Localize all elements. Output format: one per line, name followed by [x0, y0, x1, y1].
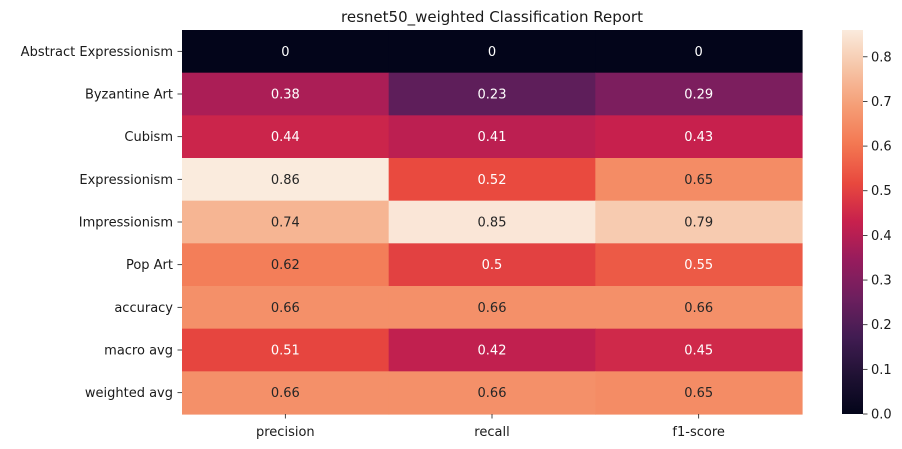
heatmap-cell: [595, 286, 803, 330]
x-axis: precision recall f1-score: [256, 414, 725, 440]
colorbar-tick-label: 0.6: [871, 140, 892, 155]
x-tick-label: precision: [256, 425, 315, 440]
y-tick-label: Abstract Expressionism: [21, 45, 173, 60]
heatmap-cell-label: 0.65: [684, 173, 713, 188]
heatmap-cell: [388, 328, 596, 372]
colorbar-tick-label: 0.8: [871, 50, 892, 65]
heatmap-cell-label: 0.43: [684, 130, 713, 145]
y-tick-label: weighted avg: [85, 386, 173, 401]
x-tick-label: f1-score: [672, 425, 724, 440]
heatmap-cell-label: 0.38: [271, 88, 300, 103]
y-tick-label: Pop Art: [126, 258, 173, 273]
heatmap-cell-label: 0.85: [478, 216, 507, 231]
heatmap-cell: [595, 243, 803, 287]
heatmap-cell-label: 0.66: [684, 301, 713, 316]
heatmap-cell-label: 0: [488, 45, 496, 60]
heatmap-cell: [388, 115, 596, 159]
heatmap-cell: [388, 243, 596, 287]
heatmap-cell: [595, 158, 803, 202]
heatmap-grid: [182, 30, 803, 415]
colorbar-tick-label: 0.1: [871, 363, 892, 378]
heatmap-cell: [182, 158, 390, 202]
heatmap-cell: [388, 200, 596, 244]
heatmap-cell-label: 0.66: [271, 301, 300, 316]
heatmap-cell-label: 0.45: [684, 344, 713, 359]
heatmap-cell: [595, 371, 803, 415]
heatmap-cell: [388, 30, 596, 74]
heatmap-cell: [182, 200, 390, 244]
colorbar-tick-label: 0.3: [871, 274, 892, 289]
heatmap-cell: [388, 286, 596, 330]
heatmap-cell: [595, 72, 803, 116]
chart-title: resnet50_weighted Classification Report: [341, 8, 643, 27]
y-axis: Abstract Expressionism Byzantine Art Cubis…: [21, 45, 182, 401]
x-tick-label: recall: [474, 425, 509, 440]
heatmap-cell-label: 0.42: [478, 344, 507, 359]
heatmap-cell-label: 0.62: [271, 258, 300, 273]
heatmap-cell-label: 0.51: [271, 344, 300, 359]
heatmap-cell: [388, 371, 596, 415]
heatmap-cell: [595, 115, 803, 159]
y-tick-label: macro avg: [104, 344, 173, 359]
heatmap-cell-label: 0.86: [271, 173, 300, 188]
heatmap-cell: [182, 286, 390, 330]
y-tick-label: Expressionism: [79, 173, 173, 188]
y-tick-label: Cubism: [124, 130, 173, 145]
heatmap-cell: [388, 158, 596, 202]
heatmap-cell: [182, 115, 390, 159]
heatmap-cell-label: 0.74: [271, 216, 300, 231]
heatmap-cell-label: 0: [695, 45, 703, 60]
colorbar-tick-label: 0.0: [871, 408, 892, 423]
heatmap-cell-label: 0.65: [684, 386, 713, 401]
colorbar-tick-label: 0.5: [871, 184, 892, 199]
heatmap-cell: [182, 371, 390, 415]
heatmap-cell: [182, 328, 390, 372]
colorbar-gradient: [842, 30, 863, 414]
colorbar: 0.0 0.1 0.2 0.3 0.4 0.5 0.6 0.7 0.8: [842, 30, 892, 423]
heatmap-cell: [182, 72, 390, 116]
heatmap-cell-label: 0.79: [684, 216, 713, 231]
colorbar-tick-label: 0.2: [871, 318, 892, 333]
heatmap-cell-label: 0.44: [271, 130, 300, 145]
heatmap-cell: [182, 30, 390, 74]
heatmap-cell-label: 0.66: [271, 386, 300, 401]
heatmap-cell-label: 0.66: [478, 386, 507, 401]
heatmap-cell: [388, 72, 596, 116]
heatmap-cell-label: 0: [281, 45, 289, 60]
colorbar-tick-label: 0.7: [871, 95, 892, 110]
heatmap-cell-label: 0.52: [478, 173, 507, 188]
heatmap-cell-labels: 0 0 0 0.38 0.23 0.29 0.44 0.41 0.43 0.86 0.52 0.65 0…: [271, 45, 713, 401]
y-tick-label: Impressionism: [79, 216, 173, 231]
y-tick-label: Byzantine Art: [85, 88, 173, 103]
heatmap-cell-label: 0.29: [684, 88, 713, 103]
y-tick-label: accuracy: [114, 301, 173, 316]
heatmap-cell: [595, 328, 803, 372]
heatmap-cell-label: 0.66: [478, 301, 507, 316]
heatmap-cell: [595, 200, 803, 244]
heatmap-cell: [595, 30, 803, 74]
heatmap-cell: [182, 243, 390, 287]
heatmap-cell-label: 0.55: [684, 258, 713, 273]
heatmap-cell-label: 0.41: [478, 130, 507, 145]
heatmap-cell-label: 0.23: [478, 88, 507, 103]
colorbar-tick-label: 0.4: [871, 229, 892, 244]
heatmap-cell-label: 0.5: [482, 258, 503, 273]
